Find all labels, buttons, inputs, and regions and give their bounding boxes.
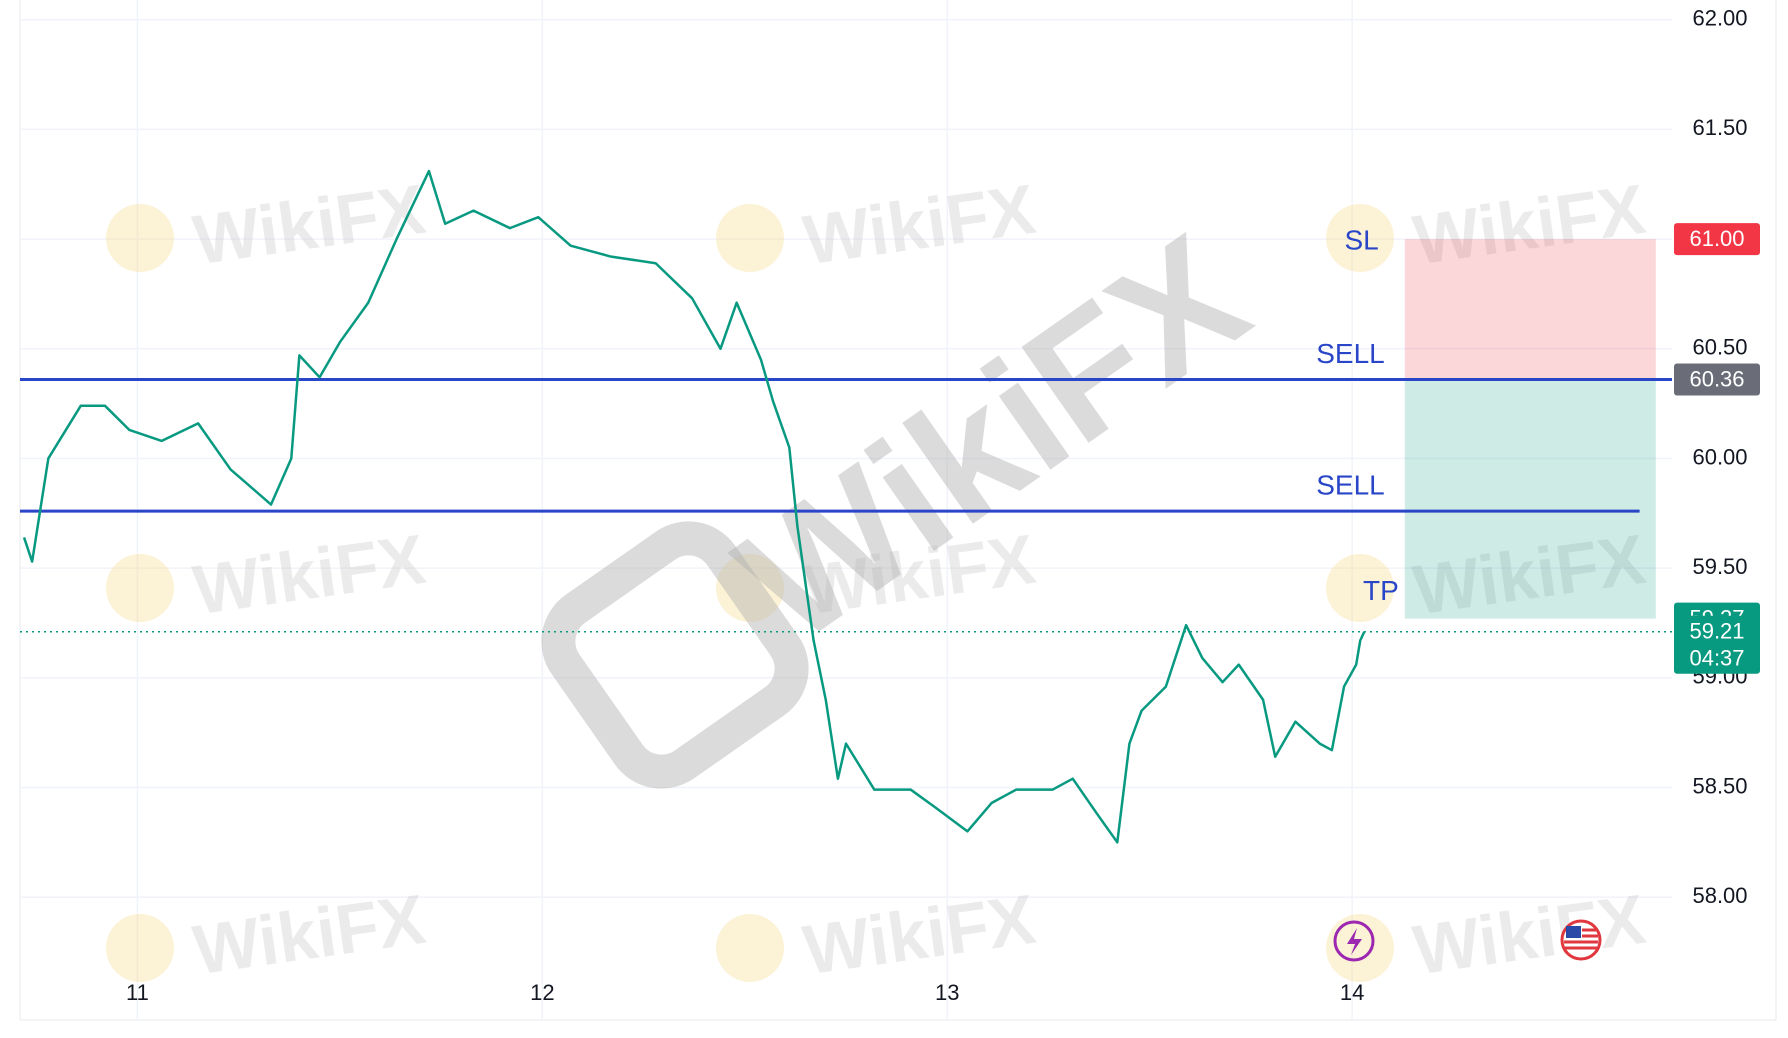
watermark-logo bbox=[1326, 554, 1394, 622]
price-marker-label: 61.00 bbox=[1689, 226, 1744, 251]
take-profit-zone bbox=[1404, 379, 1656, 619]
stop-loss-zone bbox=[1404, 239, 1656, 380]
countdown-label: 04:37 bbox=[1689, 646, 1744, 671]
last-price-marker bbox=[1674, 615, 1760, 674]
price-line bbox=[22, 169, 1366, 844]
level-label: SELL bbox=[1316, 338, 1385, 369]
watermark-logo bbox=[106, 914, 174, 982]
watermark-logo bbox=[106, 554, 174, 622]
watermark-logo bbox=[1326, 204, 1394, 272]
x-tick-label: 11 bbox=[126, 980, 149, 1005]
watermark-logo bbox=[106, 204, 174, 272]
watermark-logo bbox=[1326, 914, 1394, 982]
stop-loss-label: SL bbox=[1345, 224, 1379, 255]
y-tick-label: 60.50 bbox=[1692, 335, 1747, 360]
level-label: SELL bbox=[1316, 469, 1385, 500]
flag-stripes bbox=[1564, 928, 1598, 950]
y-tick-label: 58.00 bbox=[1692, 883, 1747, 908]
y-tick-label: 60.00 bbox=[1692, 444, 1747, 469]
watermark-logo bbox=[541, 521, 809, 789]
watermark-logo bbox=[716, 204, 784, 272]
price-marker-label: 60.36 bbox=[1689, 366, 1744, 391]
take-profit-label: TP bbox=[1363, 575, 1399, 606]
x-tick-label: 14 bbox=[1340, 980, 1364, 1005]
x-tick-label: 13 bbox=[935, 980, 959, 1005]
last-price-label: 59.21 bbox=[1689, 619, 1744, 644]
y-tick-label: 58.50 bbox=[1692, 773, 1747, 798]
y-tick-label: 59.50 bbox=[1692, 554, 1747, 579]
lightning-icon[interactable] bbox=[1333, 920, 1375, 962]
toolbar-icons bbox=[1333, 919, 1602, 962]
price-marker bbox=[1674, 363, 1760, 396]
x-tick-label: 12 bbox=[530, 980, 554, 1005]
lightning-glyph bbox=[1347, 928, 1362, 955]
y-tick-label: 62.00 bbox=[1692, 6, 1747, 31]
y-tick-label: 61.50 bbox=[1692, 115, 1747, 140]
flag-canton bbox=[1566, 926, 1581, 938]
price-marker bbox=[1674, 223, 1760, 256]
watermark-logo bbox=[716, 554, 784, 622]
watermark-logo bbox=[716, 914, 784, 982]
